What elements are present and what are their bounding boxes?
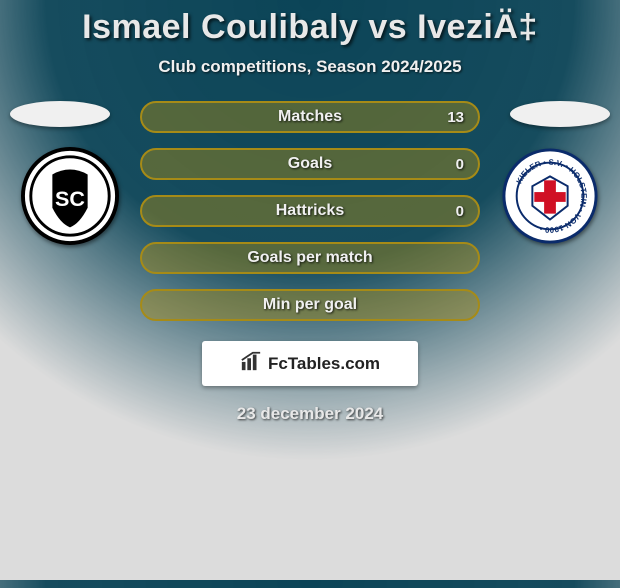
stat-bar-goals: Goals 0 (140, 148, 480, 180)
stat-bar-matches: Matches 13 (140, 101, 480, 133)
stat-value: 0 (456, 203, 464, 220)
stat-bar-hattricks: Hattricks 0 (140, 195, 480, 227)
player-right-nameplate (510, 101, 610, 127)
stat-value: 0 (456, 156, 464, 173)
page-subtitle: Club competitions, Season 2024/2025 (0, 57, 620, 77)
stat-label: Goals per match (247, 249, 372, 267)
stat-bars: Matches 13 Goals 0 Hattricks 0 Goals per… (140, 101, 480, 336)
svg-text:SC: SC (55, 186, 85, 211)
stat-label: Matches (278, 108, 342, 126)
stat-bar-min-per-goal: Min per goal (140, 289, 480, 321)
stat-label: Goals (288, 155, 332, 173)
page-title: Ismael Coulibaly vs IveziÄ‡ (0, 8, 620, 47)
attribution-text: FcTables.com (268, 354, 380, 374)
chart-icon (240, 350, 262, 377)
date-text: 23 december 2024 (0, 404, 620, 424)
stat-label: Hattricks (276, 202, 344, 220)
stat-label: Min per goal (263, 296, 357, 314)
comparison-row: SC KIELER • S.V. • HOLSTEIN • VON 1900 •… (0, 101, 620, 331)
holstein-kiel-crest-icon: KIELER • S.V. • HOLSTEIN • VON 1900 • (500, 147, 600, 245)
stat-value: 13 (447, 109, 464, 126)
sc-freiburg-crest-icon: SC (20, 147, 120, 245)
player-left-nameplate (10, 101, 110, 127)
stat-bar-goals-per-match: Goals per match (140, 242, 480, 274)
attribution-badge[interactable]: FcTables.com (202, 341, 418, 386)
